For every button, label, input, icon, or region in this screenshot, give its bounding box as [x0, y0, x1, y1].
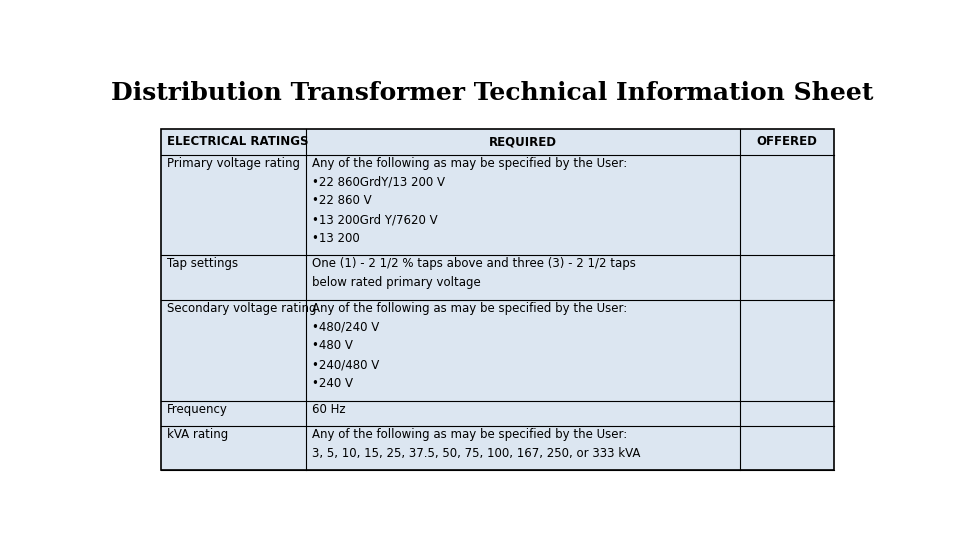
Text: Tap settings: Tap settings: [167, 258, 238, 271]
Bar: [161, 129, 305, 154]
Text: •240/480 V: •240/480 V: [312, 359, 379, 372]
Bar: [740, 401, 834, 426]
Bar: [161, 401, 305, 426]
Text: kVA rating: kVA rating: [167, 428, 228, 441]
Text: •240 V: •240 V: [312, 377, 352, 390]
Text: •13 200Grd Y/7620 V: •13 200Grd Y/7620 V: [312, 213, 437, 226]
Text: •480/240 V: •480/240 V: [312, 321, 379, 334]
Bar: [305, 129, 740, 154]
Text: •13 200: •13 200: [312, 232, 359, 245]
Text: •22 860 V: •22 860 V: [312, 194, 372, 207]
Bar: [305, 401, 740, 426]
Text: Primary voltage rating: Primary voltage rating: [167, 157, 300, 170]
Text: below rated primary voltage: below rated primary voltage: [312, 276, 480, 289]
Text: Any of the following as may be specified by the User:: Any of the following as may be specified…: [312, 157, 627, 170]
Text: •22 860GrdY/13 200 V: •22 860GrdY/13 200 V: [312, 176, 444, 188]
Text: Secondary voltage rating: Secondary voltage rating: [167, 302, 317, 315]
Text: ELECTRICAL RATINGS: ELECTRICAL RATINGS: [167, 136, 308, 148]
Text: 60 Hz: 60 Hz: [312, 402, 346, 416]
Text: REQUIRED: REQUIRED: [489, 136, 557, 148]
Text: Distribution Transformer Technical Information Sheet: Distribution Transformer Technical Infor…: [110, 82, 874, 105]
Text: •480 V: •480 V: [312, 340, 352, 353]
Text: Any of the following as may be specified by the User:: Any of the following as may be specified…: [312, 302, 627, 315]
Text: Frequency: Frequency: [167, 402, 228, 416]
Text: OFFERED: OFFERED: [756, 136, 818, 148]
Text: Any of the following as may be specified by the User:: Any of the following as may be specified…: [312, 428, 627, 441]
Text: One (1) - 2 1/2 % taps above and three (3) - 2 1/2 taps: One (1) - 2 1/2 % taps above and three (…: [312, 258, 636, 271]
Text: 3, 5, 10, 15, 25, 37.5, 50, 75, 100, 167, 250, or 333 kVA: 3, 5, 10, 15, 25, 37.5, 50, 75, 100, 167…: [312, 447, 640, 460]
Bar: [740, 129, 834, 154]
